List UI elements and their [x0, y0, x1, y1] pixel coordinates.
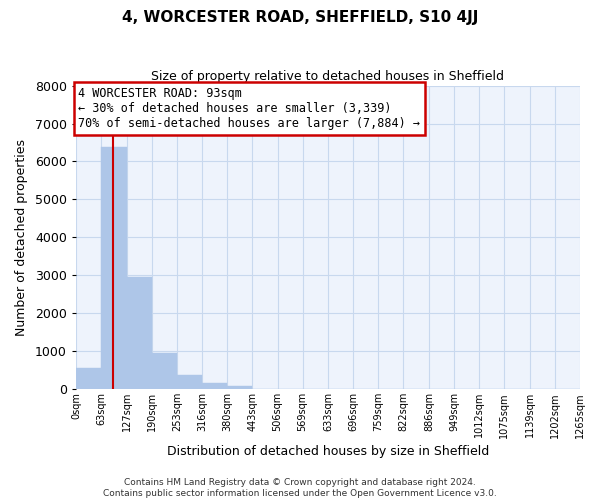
Text: Contains HM Land Registry data © Crown copyright and database right 2024.
Contai: Contains HM Land Registry data © Crown c… — [103, 478, 497, 498]
Text: 4, WORCESTER ROAD, SHEFFIELD, S10 4JJ: 4, WORCESTER ROAD, SHEFFIELD, S10 4JJ — [122, 10, 478, 25]
Bar — [101, 147, 127, 390]
Text: 4 WORCESTER ROAD: 93sqm
← 30% of detached houses are smaller (3,339)
70% of semi: 4 WORCESTER ROAD: 93sqm ← 30% of detache… — [79, 87, 421, 130]
Bar — [152, 353, 177, 390]
Bar — [177, 375, 202, 390]
Bar — [76, 368, 101, 390]
Bar — [227, 386, 253, 390]
Y-axis label: Number of detached properties: Number of detached properties — [15, 139, 28, 336]
X-axis label: Distribution of detached houses by size in Sheffield: Distribution of detached houses by size … — [167, 444, 489, 458]
Title: Size of property relative to detached houses in Sheffield: Size of property relative to detached ho… — [151, 70, 505, 83]
Bar — [202, 383, 227, 390]
Bar — [127, 277, 152, 390]
